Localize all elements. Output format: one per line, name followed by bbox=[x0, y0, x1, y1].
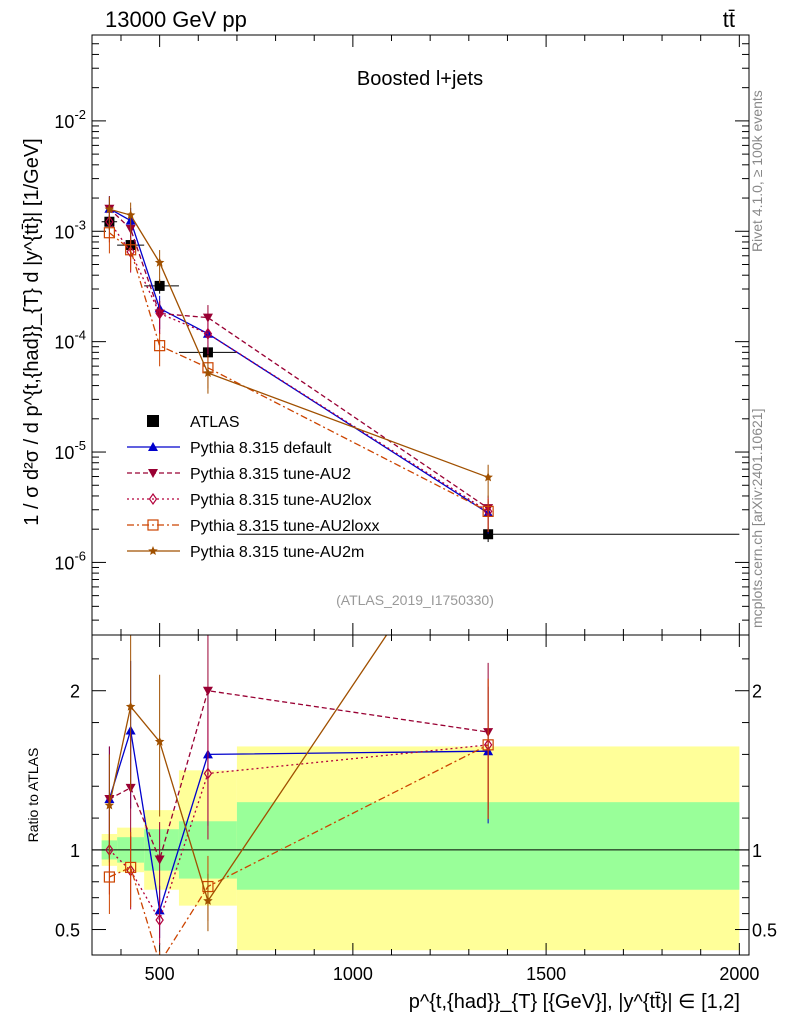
ratio-y-tick-label-right: 1 bbox=[752, 841, 762, 861]
series-line bbox=[108, 232, 489, 512]
series-point bbox=[482, 505, 494, 517]
mcplots-label: mcplots.cern.ch [arXiv:2401.10621] bbox=[749, 409, 765, 628]
ratio-panel: 500 1000 1500 2000 0.5 0.5 1 1 2 2 bbox=[55, 635, 777, 984]
x-tick-label: 2000 bbox=[719, 964, 759, 984]
chart-title: Boosted l+jets bbox=[357, 68, 483, 90]
series-point bbox=[483, 472, 493, 482]
analysis-tag: (ATLAS_2019_I1750330) bbox=[336, 592, 494, 608]
legend-label: Pythia 8.315 tune-AU2loxx bbox=[190, 518, 379, 535]
process-label: tt̄ bbox=[723, 7, 735, 32]
x-axis-label: p^{t,{had}}_{T} [{GeV}], |y^{tt̄}| ∈ [1,… bbox=[409, 991, 740, 1013]
ratio-series-point bbox=[203, 895, 213, 905]
ratio-series-point bbox=[202, 686, 213, 696]
legend-label: Pythia 8.315 default bbox=[190, 440, 332, 457]
ratio-y-tick-label: 0.5 bbox=[55, 921, 80, 941]
ratio-series-line bbox=[109, 744, 489, 955]
legend-marker bbox=[148, 442, 158, 451]
legend-marker-data bbox=[147, 415, 159, 427]
legend-label: Pythia 8.315 tune-AU2lox bbox=[190, 492, 371, 509]
ratio-frame bbox=[91, 634, 750, 956]
energy-label: 13000 GeV pp bbox=[105, 7, 247, 32]
series-point bbox=[203, 327, 213, 340]
legend-marker bbox=[148, 492, 158, 506]
ratio-series-line bbox=[109, 689, 489, 862]
ratio-panel-bands bbox=[101, 746, 740, 951]
legend-label: Pythia 8.315 tune-AU2m bbox=[190, 544, 364, 561]
series-point bbox=[154, 257, 165, 267]
x-tick-label: 1000 bbox=[333, 964, 373, 984]
series-point bbox=[104, 204, 115, 214]
ratio-series-point bbox=[104, 800, 115, 810]
data-point bbox=[483, 529, 494, 540]
y-tick-label: 10-5 bbox=[54, 438, 86, 463]
series-point bbox=[154, 340, 166, 352]
series-line bbox=[108, 208, 489, 509]
y-axis-label: 1 / σ d²σ / d p^{t,{had}}_{T} d |y^{tt̄}… bbox=[21, 138, 43, 525]
x-tick-label: 1500 bbox=[526, 964, 566, 984]
series-point bbox=[202, 313, 213, 323]
legend-marker bbox=[147, 519, 159, 531]
ratio-y-tick-label-right: 0.5 bbox=[752, 921, 777, 941]
ratio-y-tick-label: 1 bbox=[70, 841, 80, 861]
ratio-series-point bbox=[154, 736, 165, 746]
y-tick-label: 10-6 bbox=[54, 548, 86, 573]
legend-label: Pythia 8.315 tune-AU2 bbox=[190, 466, 351, 483]
ratio-series-point bbox=[482, 739, 494, 751]
x-tick-label: 500 bbox=[145, 964, 175, 984]
ratio-y-tick-label-right: 2 bbox=[752, 682, 762, 702]
series-point bbox=[125, 210, 136, 220]
series-point bbox=[203, 368, 213, 377]
ratio-series-point bbox=[155, 913, 164, 927]
ratio-series-point bbox=[154, 855, 165, 865]
legend-marker bbox=[148, 469, 158, 478]
legend-label-data: ATLAS bbox=[190, 414, 240, 431]
series-line bbox=[109, 208, 489, 478]
y-tick-label: 10-3 bbox=[54, 217, 86, 242]
ratio-y-label: Ratio to ATLAS bbox=[25, 748, 41, 843]
legend-marker bbox=[148, 546, 158, 555]
ratio-series-point bbox=[125, 701, 136, 711]
rivet-label: Rivet 4.1.0, ≥ 100k events bbox=[749, 90, 765, 252]
legend: ATLAS Pythia 8.315 default Pythia 8.315 tu… bbox=[127, 414, 379, 561]
ratio-series-group bbox=[103, 635, 494, 955]
y-tick-label: 10-4 bbox=[54, 328, 86, 353]
ratio-series-point bbox=[103, 871, 115, 883]
series-point bbox=[155, 307, 164, 320]
data-point bbox=[154, 280, 165, 291]
y-tick-label: 10-2 bbox=[54, 107, 86, 132]
series-point bbox=[125, 244, 137, 256]
ratio-series-point bbox=[203, 767, 213, 780]
main-panel: 10-6 10-5 10-4 10-3 10-2 bbox=[54, 34, 749, 635]
ratio-series-point bbox=[125, 861, 137, 874]
ratio-y-tick-label: 2 bbox=[70, 682, 80, 702]
